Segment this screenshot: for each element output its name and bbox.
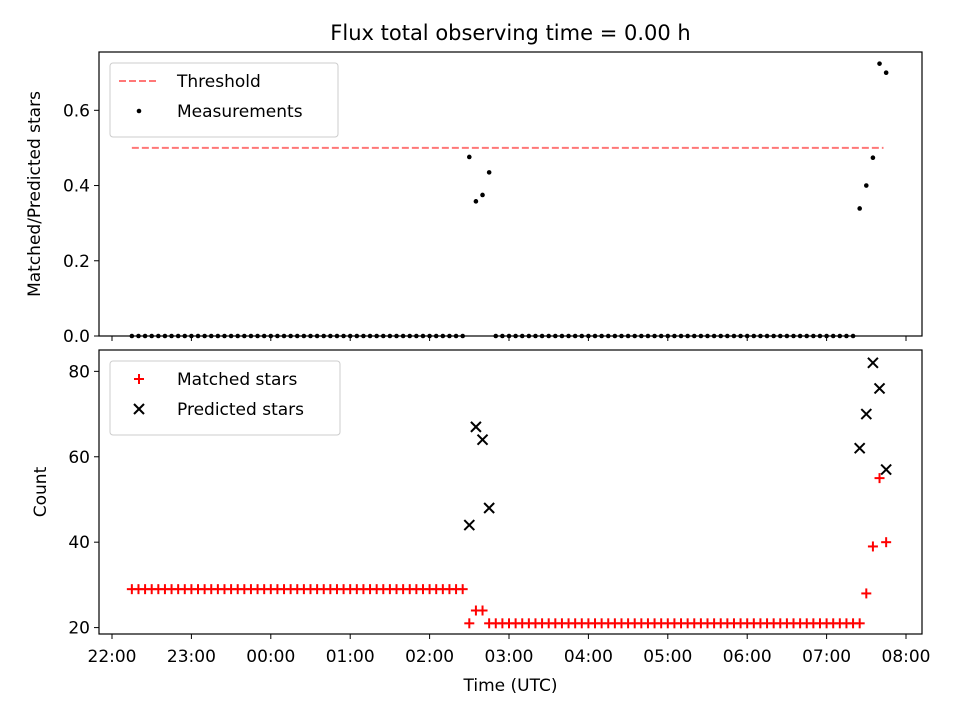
y-tick-label: 20	[68, 619, 90, 639]
data-point	[867, 541, 878, 552]
y-tick-label: 0.4	[63, 177, 90, 197]
data-point-b	[483, 502, 495, 514]
data-point	[477, 605, 488, 616]
legend-marker	[133, 403, 145, 415]
data-point-b	[873, 382, 886, 395]
data-point-b	[853, 442, 866, 454]
data-point	[486, 170, 492, 175]
data-point	[874, 473, 885, 484]
panel-2: 20 40 60 80 Count 22:00 23:00 00:00 01:00 02:00 03…	[31, 349, 931, 696]
legend: Threshold Measurements	[109, 62, 339, 138]
x-tick-label: 04:00	[564, 647, 613, 667]
y-axis-label: Count	[31, 466, 51, 517]
data-point	[881, 537, 892, 548]
y-tick-label: 60	[68, 448, 90, 468]
data-point-b	[880, 463, 892, 476]
data-point	[864, 183, 869, 188]
legend-label: Threshold	[176, 72, 261, 92]
x-axis-label: Time (UTC)	[463, 676, 558, 696]
series-predicted-stars	[463, 357, 892, 531]
data-point	[470, 421, 482, 433]
data-point	[877, 61, 882, 66]
legend-marker-b	[133, 403, 145, 415]
data-point	[854, 618, 865, 629]
x-tick-label: 08:00	[882, 647, 931, 667]
data-point	[476, 433, 489, 446]
plot-frame	[98, 349, 923, 635]
data-point	[873, 382, 886, 395]
data-point	[857, 206, 862, 211]
legend: Matched stars Predicted stars	[109, 360, 341, 436]
y-tick-label: 80	[68, 362, 90, 382]
data-point	[861, 588, 872, 599]
data-point	[860, 408, 873, 420]
data-point-b	[867, 357, 879, 369]
data-point	[483, 502, 495, 514]
data-point	[457, 584, 468, 595]
data-point	[473, 199, 479, 204]
y-tick-label: 40	[68, 533, 90, 553]
legend-label: Matched stars	[177, 370, 297, 390]
x-tick-label: 05:00	[643, 647, 692, 667]
data-point	[484, 618, 495, 629]
y-tick-label: 0.0	[63, 327, 90, 347]
data-point-b	[463, 519, 476, 531]
panel-1: Flux total observing time = 0.00 h 0.0 0.2…	[25, 21, 923, 347]
data-point	[467, 154, 472, 160]
y-tick-label: 0.6	[63, 101, 90, 121]
x-tick-label: 22:00	[88, 647, 137, 667]
data-point	[883, 70, 889, 75]
data-point	[853, 442, 866, 454]
y-tick-label: 0.2	[63, 252, 90, 272]
chart-title: Flux total observing time = 0.00 h	[330, 21, 690, 45]
legend-box	[109, 360, 341, 436]
x-tick-label: 06:00	[723, 647, 772, 667]
data-point	[464, 618, 475, 629]
x-tick-label: 23:00	[167, 647, 216, 667]
x-tick-label: 01:00	[326, 647, 375, 667]
data-point	[880, 463, 892, 476]
plot-frame	[98, 51, 923, 337]
data-point-b	[860, 408, 873, 420]
data-point	[867, 357, 879, 369]
legend-marker	[136, 108, 142, 114]
x-tick-label: 03:00	[485, 647, 534, 667]
data-point	[870, 155, 876, 161]
data-point	[480, 192, 485, 198]
data-point-b	[476, 433, 489, 446]
legend-label: Predicted stars	[177, 400, 304, 420]
series-matched-stars	[126, 473, 892, 629]
legend-box	[109, 62, 339, 138]
data-point	[463, 519, 476, 531]
x-tick-label: 00:00	[246, 647, 295, 667]
data-point-b	[470, 421, 482, 433]
x-tick-label: 02:00	[405, 647, 454, 667]
legend-marker	[134, 374, 144, 384]
legend-label: Measurements	[177, 102, 303, 122]
y-axis-label: Matched/Predicted stars	[25, 91, 45, 297]
x-tick-label: 07:00	[802, 647, 851, 667]
